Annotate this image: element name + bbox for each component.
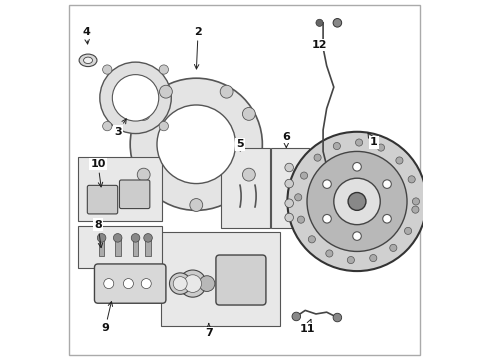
Circle shape <box>407 176 414 183</box>
Bar <box>78 226 162 267</box>
Circle shape <box>346 256 354 264</box>
Circle shape <box>141 279 151 289</box>
Text: 6: 6 <box>282 132 290 148</box>
Ellipse shape <box>83 57 92 64</box>
FancyBboxPatch shape <box>119 180 149 208</box>
Circle shape <box>159 121 168 131</box>
Text: 5: 5 <box>236 139 244 151</box>
Circle shape <box>355 139 362 146</box>
Text: 10: 10 <box>90 159 105 187</box>
Bar <box>78 157 162 221</box>
FancyBboxPatch shape <box>94 264 165 303</box>
Circle shape <box>325 250 332 257</box>
Circle shape <box>411 198 419 205</box>
Circle shape <box>382 180 390 188</box>
Circle shape <box>395 157 402 164</box>
Circle shape <box>297 216 304 223</box>
Bar <box>271 148 308 228</box>
Text: 1: 1 <box>367 133 377 148</box>
Circle shape <box>377 144 384 151</box>
Circle shape <box>157 105 235 184</box>
Circle shape <box>137 108 150 120</box>
Circle shape <box>285 179 293 188</box>
Circle shape <box>369 255 376 262</box>
Text: 2: 2 <box>194 27 202 69</box>
Circle shape <box>102 65 112 74</box>
Text: 7: 7 <box>204 324 212 338</box>
Circle shape <box>313 154 321 161</box>
Circle shape <box>102 121 112 131</box>
Bar <box>99 238 104 256</box>
Circle shape <box>112 75 159 121</box>
Circle shape <box>300 172 307 179</box>
Circle shape <box>143 234 152 242</box>
Circle shape <box>382 215 390 223</box>
Circle shape <box>137 168 150 181</box>
Circle shape <box>347 193 365 210</box>
Text: 11: 11 <box>299 319 314 334</box>
Text: 12: 12 <box>311 40 326 50</box>
FancyBboxPatch shape <box>216 255 265 305</box>
Circle shape <box>159 65 168 74</box>
Text: 3: 3 <box>114 119 126 137</box>
Ellipse shape <box>79 54 97 67</box>
Circle shape <box>315 19 323 26</box>
Circle shape <box>333 178 380 225</box>
Circle shape <box>130 78 262 210</box>
Circle shape <box>123 279 133 289</box>
Circle shape <box>97 234 106 242</box>
Circle shape <box>103 279 114 289</box>
Circle shape <box>291 312 300 321</box>
Circle shape <box>173 276 187 291</box>
Text: 4: 4 <box>82 27 90 44</box>
Circle shape <box>199 276 214 292</box>
Circle shape <box>169 273 190 294</box>
Text: 9: 9 <box>101 302 112 333</box>
Circle shape <box>389 244 396 251</box>
Circle shape <box>306 152 406 251</box>
Bar <box>132 238 138 256</box>
Bar <box>115 238 121 256</box>
Text: 8: 8 <box>94 220 102 248</box>
Bar <box>145 238 151 256</box>
Circle shape <box>100 62 171 134</box>
Circle shape <box>179 270 206 297</box>
Circle shape <box>332 313 341 322</box>
Circle shape <box>285 199 293 207</box>
Circle shape <box>333 143 340 150</box>
Circle shape <box>332 18 341 27</box>
Circle shape <box>183 275 201 292</box>
Circle shape <box>287 132 426 271</box>
Circle shape <box>307 236 315 243</box>
Circle shape <box>159 85 172 98</box>
FancyBboxPatch shape <box>87 185 118 214</box>
Circle shape <box>352 162 361 171</box>
Circle shape <box>242 108 255 120</box>
Circle shape <box>285 213 293 222</box>
Circle shape <box>352 232 361 240</box>
Circle shape <box>411 206 418 213</box>
Circle shape <box>189 199 203 211</box>
Circle shape <box>220 85 233 98</box>
Circle shape <box>404 227 411 234</box>
Circle shape <box>322 215 331 223</box>
Bar <box>160 232 280 327</box>
Bar <box>221 148 269 228</box>
Circle shape <box>131 234 140 242</box>
Circle shape <box>285 163 293 172</box>
Circle shape <box>242 168 255 181</box>
Circle shape <box>322 180 331 188</box>
Circle shape <box>113 234 122 242</box>
Circle shape <box>294 194 301 201</box>
